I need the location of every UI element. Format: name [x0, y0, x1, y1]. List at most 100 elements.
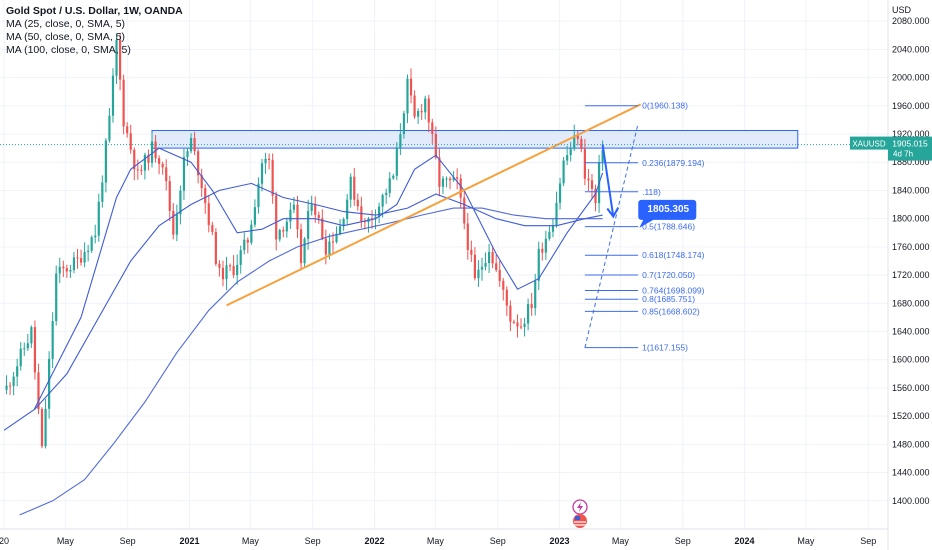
- candle-down[interactable]: [505, 289, 508, 306]
- candle-up[interactable]: [104, 140, 107, 183]
- candle-up[interactable]: [342, 219, 345, 227]
- candle-down[interactable]: [275, 195, 278, 240]
- candle-down[interactable]: [172, 210, 175, 235]
- candle-up[interactable]: [44, 408, 47, 447]
- candle-up[interactable]: [12, 376, 15, 387]
- candle-up[interactable]: [388, 178, 391, 193]
- candle-up[interactable]: [558, 183, 562, 203]
- candle-up[interactable]: [424, 98, 427, 113]
- candle-up[interactable]: [487, 252, 491, 264]
- candle-up[interactable]: [30, 327, 33, 344]
- ma-50-line[interactable]: [3, 182, 603, 431]
- candle-up[interactable]: [445, 178, 448, 180]
- candle-down[interactable]: [434, 133, 437, 158]
- candle-up[interactable]: [310, 204, 313, 212]
- candle-down[interactable]: [267, 158, 271, 160]
- candle-up[interactable]: [48, 358, 51, 409]
- candle-down[interactable]: [62, 266, 65, 269]
- candle-down[interactable]: [200, 175, 203, 189]
- candle-up[interactable]: [452, 177, 455, 181]
- candle-up[interactable]: [72, 257, 76, 271]
- candle-up[interactable]: [601, 150, 604, 163]
- candle-down[interactable]: [448, 178, 452, 181]
- candle-up[interactable]: [349, 176, 352, 200]
- candle-up[interactable]: [150, 141, 154, 163]
- candle-up[interactable]: [115, 39, 118, 76]
- candle-up[interactable]: [225, 265, 228, 280]
- candle-up[interactable]: [441, 178, 445, 187]
- price-axis[interactable]: 2080.000 2040.000 2000.000 1960.000 1920.000…: [892, 16, 930, 506]
- candle-up[interactable]: [477, 269, 480, 279]
- candle-down[interactable]: [516, 322, 519, 327]
- candle-down[interactable]: [580, 138, 583, 149]
- candle-down[interactable]: [133, 149, 136, 170]
- candle-up[interactable]: [179, 190, 182, 215]
- candle-up[interactable]: [260, 163, 264, 184]
- candle-down[interactable]: [491, 252, 494, 264]
- candle-up[interactable]: [94, 235, 97, 238]
- candle-up[interactable]: [257, 183, 260, 208]
- candle-down[interactable]: [576, 135, 579, 139]
- events-icons[interactable]: [572, 499, 588, 528]
- candle-up[interactable]: [399, 134, 402, 148]
- candle-down[interactable]: [456, 177, 459, 179]
- symbol-title[interactable]: Gold Spot / U.S. Dollar, 1W, OANDA: [6, 5, 183, 17]
- candle-down[interactable]: [420, 111, 423, 113]
- candle-up[interactable]: [527, 304, 530, 324]
- projection-dashed-line[interactable]: [584, 123, 639, 348]
- candle-up[interactable]: [480, 266, 484, 270]
- candle-down[interactable]: [427, 98, 430, 123]
- candle-down[interactable]: [512, 321, 516, 323]
- candle-down[interactable]: [168, 181, 171, 211]
- candle-down[interactable]: [470, 249, 473, 255]
- candle-down[interactable]: [431, 122, 434, 134]
- candle-up[interactable]: [292, 204, 296, 210]
- candle-up[interactable]: [83, 251, 86, 263]
- candle-down[interactable]: [324, 238, 327, 255]
- candle-down[interactable]: [154, 141, 157, 159]
- candle-up[interactable]: [69, 270, 72, 272]
- candle-up[interactable]: [90, 237, 93, 251]
- candle-up[interactable]: [108, 115, 111, 141]
- candle-down[interactable]: [519, 326, 523, 328]
- candle-up[interactable]: [544, 238, 547, 253]
- candle-up[interactable]: [285, 221, 288, 232]
- candle-down[interactable]: [438, 157, 441, 187]
- resistance-zone[interactable]: [151, 129, 799, 149]
- candle-up[interactable]: [555, 202, 558, 226]
- candle-down[interactable]: [331, 241, 335, 243]
- candle-down[interactable]: [466, 223, 469, 250]
- candle-up[interactable]: [289, 209, 292, 222]
- candle-down[interactable]: [583, 148, 586, 179]
- candle-up[interactable]: [566, 155, 569, 161]
- candle-up[interactable]: [51, 321, 54, 359]
- candle-up[interactable]: [239, 250, 242, 265]
- candle-up[interactable]: [307, 211, 310, 239]
- candle-down[interactable]: [118, 39, 122, 80]
- candle-down[interactable]: [530, 304, 533, 309]
- symbol-tag[interactable]: [850, 136, 888, 150]
- candle-up[interactable]: [377, 206, 381, 217]
- candle-down[interactable]: [40, 409, 44, 447]
- ma-50-legend[interactable]: MA (50, close, 0, SMA, 5): [6, 31, 126, 43]
- candle-down[interactable]: [221, 267, 225, 280]
- ma-25-legend[interactable]: MA (25, close, 0, SMA, 5): [6, 18, 126, 30]
- candle-up[interactable]: [97, 201, 100, 236]
- candle-down[interactable]: [122, 79, 125, 127]
- candle-up[interactable]: [5, 385, 8, 390]
- candle-up[interactable]: [58, 266, 61, 274]
- candle-up[interactable]: [55, 273, 58, 322]
- candle-down[interactable]: [495, 263, 498, 270]
- candle-up[interactable]: [243, 239, 246, 251]
- price-callout[interactable]: [638, 199, 697, 228]
- projection-arrow[interactable]: [601, 144, 615, 217]
- candle-down[interactable]: [509, 305, 512, 322]
- candle-down[interactable]: [158, 158, 161, 164]
- candle-down[interactable]: [161, 163, 164, 168]
- candle-up[interactable]: [534, 280, 537, 309]
- candle-up[interactable]: [23, 348, 26, 350]
- candle-up[interactable]: [417, 111, 420, 117]
- candle-down[interactable]: [33, 327, 37, 373]
- candle-up[interactable]: [346, 199, 349, 220]
